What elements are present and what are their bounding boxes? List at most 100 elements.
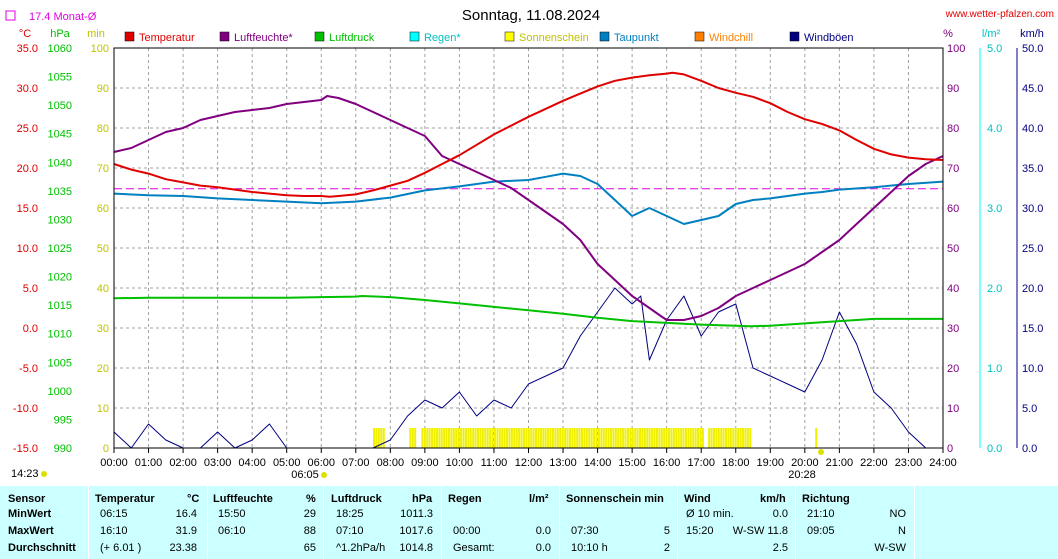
humidity-tick: 60 bbox=[947, 203, 959, 215]
monthly-avg-label: 17.4 Monat-Ø bbox=[29, 11, 97, 23]
daylength-value: 14:23 bbox=[11, 468, 39, 480]
minutes-tick: 20 bbox=[97, 363, 109, 375]
header-temperature: Temperatur bbox=[95, 493, 155, 505]
temp-tick: -5.0 bbox=[19, 363, 38, 375]
stats-cell-h-time: 06:10 bbox=[218, 525, 246, 537]
x-tick: 22:00 bbox=[860, 457, 888, 469]
sunshine-bar bbox=[729, 428, 732, 448]
wind-tick: 0.0 bbox=[1022, 443, 1037, 455]
sunshine-bar bbox=[590, 428, 593, 448]
sunshine-bar bbox=[496, 428, 499, 448]
sunshine-bar bbox=[527, 428, 530, 448]
sunshine-bar bbox=[741, 428, 744, 448]
sunshine-bar bbox=[520, 428, 523, 448]
sunshine-bar bbox=[568, 428, 571, 448]
stats-cell-s-val: 2 bbox=[663, 542, 670, 554]
series-line-temperatur bbox=[113, 71, 944, 198]
pressure-tick: 1010 bbox=[48, 329, 72, 341]
wind-tick: 40.0 bbox=[1022, 123, 1043, 135]
sunshine-bar bbox=[561, 428, 564, 448]
stats-cell-t-time: (+ 6.01 ) bbox=[100, 542, 142, 554]
sunshine-bar bbox=[498, 428, 501, 448]
minutes-tick: 60 bbox=[97, 203, 109, 215]
x-tick: 04:00 bbox=[238, 457, 266, 469]
x-tick: 01:00 bbox=[135, 457, 163, 469]
rain-tick: 5.0 bbox=[987, 43, 1002, 55]
stats-cell-t-val: 31.9 bbox=[175, 525, 197, 537]
minutes-tick: 50 bbox=[97, 243, 109, 255]
stats-cell-t-time: 16:10 bbox=[100, 525, 128, 537]
header-rain: Regen bbox=[448, 493, 482, 505]
temp-tick: 30.0 bbox=[17, 83, 38, 95]
sunshine-bar bbox=[687, 428, 690, 448]
stats-cell-s-time: 10:10 h bbox=[571, 542, 608, 554]
minutes-tick: 90 bbox=[97, 83, 109, 95]
sunshine-bar bbox=[467, 428, 470, 448]
sunshine-bar bbox=[373, 428, 376, 448]
stats-cell-p-val: 1017.6 bbox=[399, 525, 433, 537]
sunshine-bar bbox=[513, 428, 516, 448]
header-pressure: Luftdruck bbox=[331, 493, 382, 505]
sunshine-bar bbox=[607, 428, 610, 448]
header-sunshine: Sonnenschein min bbox=[566, 493, 664, 505]
sunshine-bar bbox=[493, 428, 496, 448]
sunshine-bar bbox=[597, 428, 600, 448]
rain-tick: 4.0 bbox=[987, 123, 1002, 135]
stats-cell-w-time: Ø 10 min. bbox=[686, 508, 734, 520]
sunshine-bar bbox=[692, 428, 695, 448]
sunshine-bar bbox=[428, 428, 431, 448]
sunshine-bar bbox=[484, 428, 487, 448]
rain-tick: 2.0 bbox=[987, 283, 1002, 295]
header-humidity: Luftfeuchte bbox=[213, 493, 273, 505]
x-tick: 14:00 bbox=[584, 457, 612, 469]
series-line-luftdruck bbox=[113, 295, 943, 328]
minutes-tick: 30 bbox=[97, 323, 109, 335]
sunshine-bar bbox=[452, 428, 455, 448]
wind-tick: 5.0 bbox=[1022, 403, 1037, 415]
temp-tick: 20.0 bbox=[17, 163, 38, 175]
sunset-icon bbox=[818, 449, 824, 455]
sunshine-bar bbox=[617, 428, 620, 448]
x-tick: 03:00 bbox=[204, 457, 232, 469]
sunshine-bar bbox=[469, 428, 472, 448]
sunrise-icon bbox=[321, 472, 327, 478]
wind-tick: 20.0 bbox=[1022, 283, 1043, 295]
rain-tick: 3.0 bbox=[987, 203, 1002, 215]
stats-cell-s-val: 5 bbox=[663, 525, 670, 537]
stats-cell-p-val: 1011.3 bbox=[400, 508, 433, 520]
legend-label: Sonnenschein bbox=[519, 32, 589, 44]
stats-cell-t-val: 23.38 bbox=[169, 542, 197, 554]
sunshine-bar bbox=[677, 428, 680, 448]
sunshine-bar bbox=[491, 428, 494, 448]
x-tick: 11:00 bbox=[481, 457, 508, 469]
weather-chart: 35.0 30.0 25.0 20.0 15.0 10.0 5.0 0.0 -5.0 -10.0 -… bbox=[5, 7, 1054, 481]
wind-tick: 45.0 bbox=[1022, 83, 1043, 95]
daylength-sun-icon bbox=[41, 471, 47, 477]
sunshine-bar bbox=[710, 428, 713, 448]
sunrise-marker: 06:05 bbox=[291, 469, 327, 481]
unit-rain: l/m² bbox=[982, 28, 1001, 40]
sunshine-bar bbox=[549, 428, 552, 448]
sunshine-bar bbox=[433, 428, 436, 448]
pressure-tick: 1050 bbox=[48, 100, 72, 112]
sunshine-bar bbox=[663, 428, 666, 448]
stats-cell-d-time: 21:10 bbox=[807, 508, 835, 520]
stats-cell-d-val: NO bbox=[889, 508, 907, 520]
sunshine-bar bbox=[639, 428, 642, 448]
sunshine-bar bbox=[646, 428, 649, 448]
pressure-tick: 1055 bbox=[48, 72, 72, 84]
pressure-tick: 995 bbox=[54, 414, 72, 426]
legend-swatch bbox=[314, 31, 325, 42]
stats-cell-p-time: 18:25 bbox=[336, 508, 364, 520]
sunshine-bar bbox=[672, 428, 675, 448]
minutes-tick: 40 bbox=[97, 283, 109, 295]
sunshine-bar bbox=[506, 428, 509, 448]
legend-label: Taupunkt bbox=[614, 32, 659, 44]
sunshine-bar bbox=[697, 428, 700, 448]
sunshine-bar bbox=[431, 428, 434, 448]
unit-min: min bbox=[87, 28, 105, 40]
source-url[interactable]: www.wetter-pfalzen.com bbox=[945, 9, 1054, 20]
sunshine-bar bbox=[739, 428, 742, 448]
sunset-marker: 20:28 bbox=[788, 449, 824, 481]
sunshine-bar bbox=[660, 428, 663, 448]
